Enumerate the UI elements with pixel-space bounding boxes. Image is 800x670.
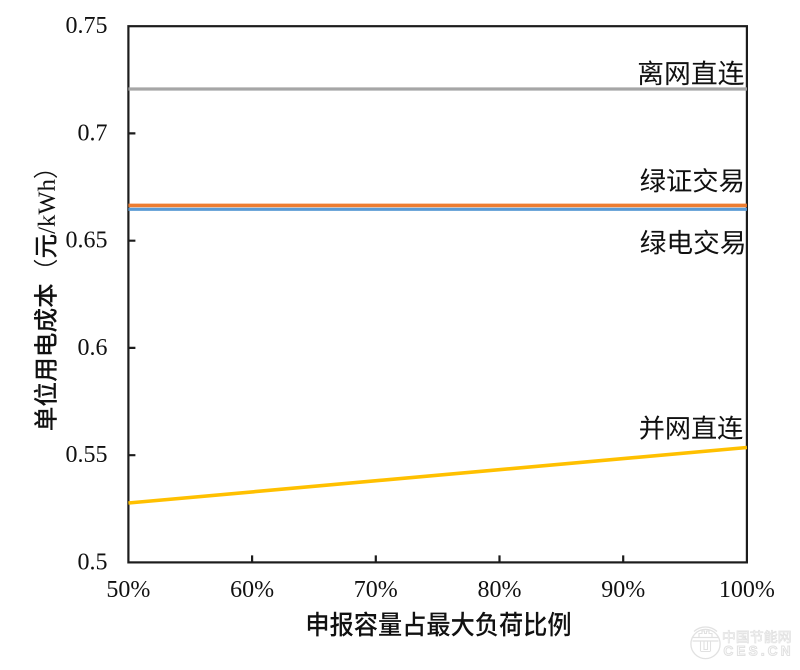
svg-text:90%: 90% [601, 577, 645, 603]
svg-text:0.7: 0.7 [78, 120, 108, 146]
svg-text:0.6: 0.6 [78, 335, 108, 361]
svg-text:100%: 100% [719, 577, 775, 603]
svg-text:CES.CN: CES.CN [724, 644, 794, 659]
svg-text:80%: 80% [478, 577, 522, 603]
svg-text:0.65: 0.65 [66, 228, 108, 254]
svg-text:0.75: 0.75 [66, 13, 108, 39]
svg-text:0.55: 0.55 [66, 442, 108, 468]
svg-text:70%: 70% [354, 577, 398, 603]
svg-text:60%: 60% [230, 577, 274, 603]
svg-text:0.5: 0.5 [78, 549, 108, 575]
svg-text:50%: 50% [106, 577, 150, 603]
